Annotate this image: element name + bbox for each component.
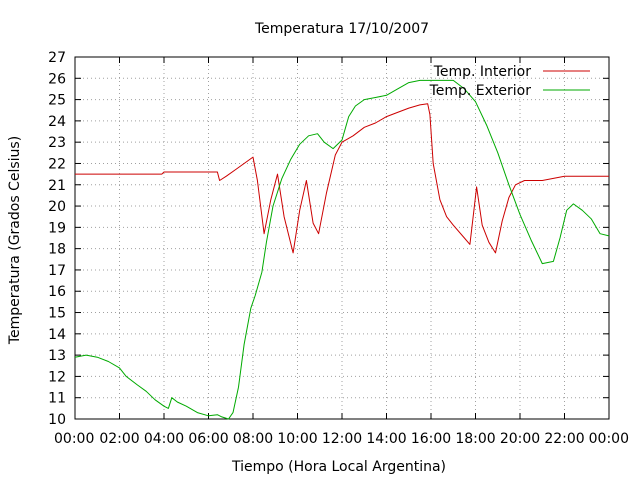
y-tick-label: 16 [48, 284, 66, 300]
y-tick-label: 26 [48, 71, 66, 87]
y-tick-label: 17 [48, 263, 66, 279]
grid [75, 57, 609, 419]
y-tick-label: 21 [48, 178, 66, 194]
x-tick-label: 10:00 [277, 431, 317, 447]
x-tick-labels: 00:00 02:00 04:00 06:00 08:00 10:00 12:00 14:00… [54, 431, 629, 447]
y-tick-label: 25 [48, 93, 66, 109]
series-lines [74, 79, 610, 420]
y-axis-label: Temperatura (Grados Celsius) [7, 136, 23, 345]
axis-ticks [74, 56, 610, 420]
y-tick-label: 18 [48, 242, 66, 258]
x-tick-label: 20:00 [500, 431, 540, 447]
x-tick-label: 12:00 [322, 431, 362, 447]
x-axis-label: Tiempo (Hora Local Argentina) [231, 459, 446, 475]
y-tick-label: 11 [48, 391, 66, 407]
legend: Temp. Interior Temp. Exterior [429, 64, 590, 99]
x-tick-label: 08:00 [233, 431, 273, 447]
legend-label: Temp. Interior [433, 64, 532, 80]
y-tick-label: 13 [48, 348, 66, 364]
x-tick-label: 02:00 [99, 431, 139, 447]
legend-label: Temp. Exterior [429, 83, 532, 99]
series-line-interior [75, 103, 609, 254]
x-tick-label: 18:00 [455, 431, 495, 447]
x-tick-label: 00:00 [589, 431, 629, 447]
x-tick-label: 04:00 [144, 431, 184, 447]
y-tick-label: 22 [48, 156, 66, 172]
x-tick-label: 00:00 [54, 431, 94, 447]
x-tick-label: 16:00 [411, 431, 451, 447]
y-tick-label: 23 [48, 135, 66, 151]
y-tick-label: 27 [48, 50, 66, 66]
y-tick-label: 19 [48, 220, 66, 236]
y-tick-label: 15 [48, 306, 66, 322]
y-tick-label: 24 [48, 114, 66, 130]
y-tick-label: 12 [48, 369, 66, 385]
y-tick-label: 20 [48, 199, 66, 215]
x-tick-label: 06:00 [188, 431, 228, 447]
chart-title: Temperatura 17/10/2007 [254, 21, 429, 37]
y-tick-label: 10 [48, 412, 66, 428]
y-tick-label: 14 [48, 327, 66, 343]
series-line-exterior [74, 79, 610, 420]
x-tick-label: 22:00 [544, 431, 584, 447]
y-tick-labels: 10 11 12 13 14 15 16 17 18 19 20 21 22 23 24 25 26 27 [48, 50, 66, 428]
plot-frame [74, 56, 610, 420]
x-tick-label: 14:00 [366, 431, 406, 447]
